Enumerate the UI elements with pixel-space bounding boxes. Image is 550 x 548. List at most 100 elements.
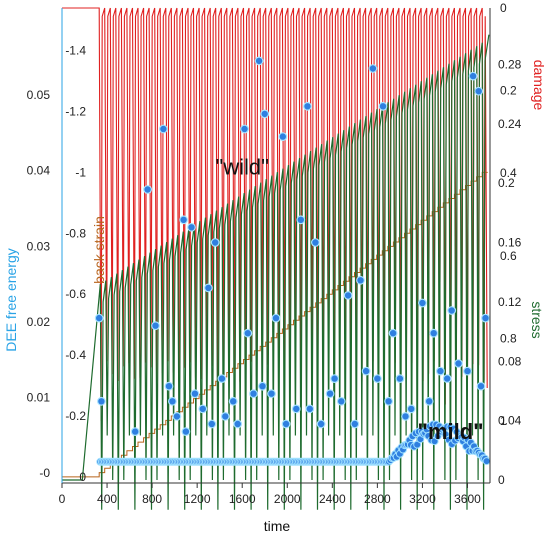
dee-point <box>130 427 140 437</box>
dee-point <box>151 321 160 331</box>
back-strain-tick-label: -0.2 <box>65 409 86 423</box>
dee-point <box>305 404 315 414</box>
plot-area <box>62 7 491 510</box>
dee-point <box>190 389 200 399</box>
dee-tick-label: 0.02 <box>27 315 51 329</box>
stress-tick-label: 0.24 <box>498 117 522 131</box>
dee-point <box>254 56 264 66</box>
stress-tick-label: 0.2 <box>498 176 515 190</box>
dee-point <box>267 389 276 399</box>
dee-point <box>260 109 270 119</box>
dee-point <box>249 389 258 399</box>
damage-tick-label: 1 <box>500 414 507 428</box>
dee-point <box>243 328 253 338</box>
dee-point <box>418 298 427 308</box>
dee-point <box>395 374 405 384</box>
back-strain-tick-label: -1.4 <box>65 44 86 58</box>
dee-tick-label: 0.01 <box>27 391 51 405</box>
x-tick-label: 1200 <box>184 492 211 506</box>
mild-annotation: "mild" <box>418 419 484 444</box>
x-tick-label: 3600 <box>454 492 481 506</box>
damage-tick-label: 0.8 <box>500 331 517 345</box>
dee-point <box>271 313 281 323</box>
dee-point <box>179 215 189 225</box>
dee-point <box>384 396 394 406</box>
dee-axis-title: DEE free energy <box>3 248 19 352</box>
x-tick-label: 2800 <box>364 492 391 506</box>
dee-point <box>311 238 320 247</box>
stress-tick-label: 0.28 <box>498 57 522 71</box>
back-strain-tick-label: -1.2 <box>65 105 86 119</box>
dee-point <box>278 132 288 142</box>
dee-point <box>228 396 238 406</box>
dee-point <box>94 313 104 323</box>
x-tick-label: 2000 <box>274 492 301 506</box>
dee-point <box>281 419 291 429</box>
x-tick-label: 2400 <box>319 492 346 506</box>
dee-point <box>187 222 196 232</box>
x-tick-label: 0 <box>59 492 66 506</box>
dee-point <box>474 86 484 96</box>
dee-tick-label: 0.04 <box>27 164 51 178</box>
dee-point <box>361 366 371 376</box>
dee-point <box>406 404 416 414</box>
back-strain-tick-label: -1 <box>75 165 86 179</box>
dee-point <box>373 374 382 384</box>
wild-annotation: "wild" <box>215 154 269 179</box>
dee-point <box>454 359 463 368</box>
dee-point <box>350 419 360 429</box>
stress-tick-label: 0.04 <box>498 414 522 428</box>
x-tick-label: 1600 <box>229 492 256 506</box>
x-tick-label: 400 <box>97 492 117 506</box>
dee-point <box>303 101 312 111</box>
dee-point <box>172 412 182 421</box>
dee-point <box>158 124 168 134</box>
dee-point <box>217 374 227 384</box>
damage-tick-label: 0.2 <box>500 84 517 98</box>
dee-point <box>476 381 486 391</box>
dee-point <box>368 64 378 73</box>
stress-tick-label: 0.16 <box>498 236 522 250</box>
dee-point <box>233 419 243 429</box>
dee-point <box>96 396 106 406</box>
back-strain-tick-label: 0 <box>79 470 86 484</box>
stress-tick-label: 0 <box>498 473 505 487</box>
back-strain-tick-label: -0.6 <box>65 287 86 301</box>
back-strain-tick-label: -0.8 <box>65 226 86 240</box>
dee-point <box>429 328 439 338</box>
dee-point <box>207 419 217 429</box>
stress-axis-title: stress <box>529 301 545 338</box>
dee-tick-label: -0 <box>39 466 50 480</box>
x-axis-title: time <box>264 518 291 534</box>
dee-point <box>463 366 472 376</box>
damage-tick-label: 0 <box>500 1 507 15</box>
dee-point <box>447 306 457 315</box>
dee-point <box>482 457 491 466</box>
x-tick-label: 800 <box>142 492 162 506</box>
dee-point <box>325 389 335 399</box>
dee-point <box>181 427 191 437</box>
dee-point <box>388 328 398 338</box>
dee-point <box>143 185 153 194</box>
dee-point <box>336 396 346 406</box>
x-tick-label: 3200 <box>409 492 436 506</box>
dee-point <box>442 374 452 384</box>
damage-axis-title: damage <box>531 60 547 111</box>
dee-point <box>316 419 326 429</box>
dee-point <box>203 283 213 293</box>
damage-tick-label: 0.4 <box>500 166 517 180</box>
dee-point <box>167 396 177 406</box>
dee-point <box>343 291 353 300</box>
dee-point <box>330 374 340 384</box>
stress-series-line <box>62 34 490 510</box>
dee-point <box>220 412 230 421</box>
dee-point <box>291 404 301 414</box>
dee-point <box>258 381 267 391</box>
dee-point <box>296 215 306 225</box>
stress-tick-label: 0.08 <box>498 354 522 368</box>
dee-point <box>198 404 208 414</box>
dee-point <box>210 238 220 247</box>
dee-point <box>481 313 490 323</box>
damage-tick-label: 0.6 <box>500 249 517 263</box>
